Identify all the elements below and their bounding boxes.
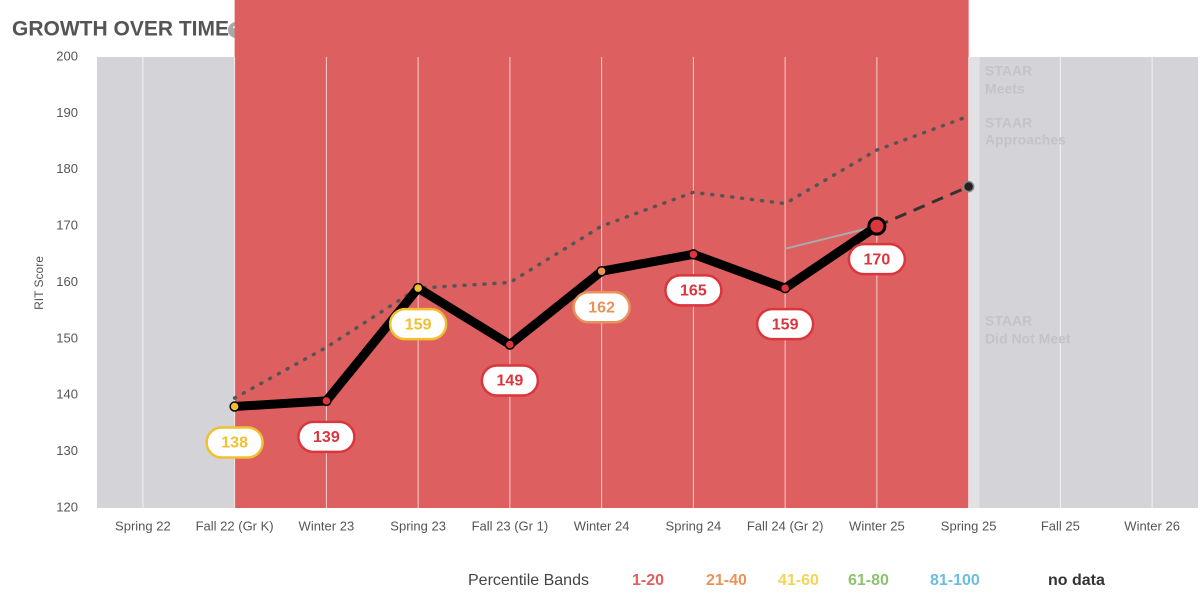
score-point	[321, 395, 332, 407]
score-label-box	[572, 290, 631, 324]
x-tick-label: Spring 25	[941, 518, 997, 533]
score-label-box	[205, 426, 264, 459]
score-label: 165	[680, 283, 707, 300]
score-label-box	[664, 274, 723, 307]
score-label: 138	[221, 435, 248, 452]
projection-line	[876, 185, 970, 228]
x-tick-label: Spring 24	[666, 518, 722, 533]
score-point	[867, 216, 887, 236]
y-tick-label: 200	[56, 48, 78, 63]
x-tick-label: Fall 24 (Gr 2)	[747, 518, 824, 533]
legend-entry: 81-100	[930, 572, 980, 589]
score-point	[229, 401, 240, 412]
staar-annotation: Approaches	[985, 132, 1066, 148]
score-label: 149	[497, 373, 524, 390]
score-label-box	[847, 242, 907, 276]
y-tick-label: 140	[56, 387, 78, 402]
score-label: 159	[772, 316, 799, 333]
y-tick-label: 170	[56, 218, 78, 233]
chart-title: GROWTH OVER TIME	[12, 18, 229, 41]
y-tick-label: 190	[56, 105, 78, 120]
staar-annotation: STAAR	[985, 63, 1032, 79]
x-tick-label: Fall 23 (Gr 1)	[472, 518, 549, 533]
x-tick-label: Winter 24	[574, 518, 630, 533]
x-tick-label: Fall 25	[1041, 518, 1080, 533]
score-label: 139	[313, 429, 340, 446]
x-tick-label: Winter 25	[849, 518, 905, 533]
legend-entry: 41-60	[778, 572, 819, 589]
score-point	[412, 282, 424, 294]
legend-no-data: no data	[1048, 572, 1105, 589]
y-tick-label: 130	[56, 443, 78, 458]
score-label-box	[755, 307, 815, 341]
score-point	[779, 282, 791, 294]
legend-title: Percentile Bands	[468, 572, 589, 589]
y-tick-label: 150	[56, 330, 78, 345]
score-label-box	[388, 307, 448, 341]
score-label: 162	[588, 299, 615, 316]
y-tick-label: 180	[56, 161, 78, 176]
staar-annotation: STAAR	[985, 115, 1032, 131]
y-tick-label: 160	[56, 274, 78, 289]
x-tick-label: Spring 23	[390, 518, 446, 533]
projection-point	[962, 180, 975, 193]
y-tick-label: 120	[56, 499, 78, 514]
legend-entry: 1-20	[632, 572, 664, 589]
legend-entry: 61-80	[848, 572, 889, 589]
x-tick-label: Spring 22	[115, 518, 171, 533]
x-tick-label: Winter 23	[299, 518, 355, 533]
staar-annotation: Did Not Meet	[985, 331, 1071, 347]
staar-annotation: STAAR	[985, 313, 1032, 329]
score-point	[596, 265, 607, 277]
staar-strip	[968, 57, 980, 508]
x-tick-label: Fall 22 (Gr K)	[196, 518, 274, 533]
score-point	[688, 249, 699, 260]
legend-entry: 21-40	[706, 572, 747, 589]
score-label-box	[480, 364, 540, 397]
score-line	[230, 221, 882, 412]
staar-annotation: Meets	[985, 81, 1025, 97]
y-axis-label: RIT Score	[32, 256, 46, 310]
dotted-line	[232, 114, 971, 400]
target-line	[784, 225, 878, 250]
score-point	[504, 339, 516, 350]
score-label-box	[297, 420, 356, 454]
score-label: 170	[864, 251, 891, 268]
score-label: 159	[405, 316, 432, 333]
x-tick-label: Winter 26	[1124, 518, 1180, 533]
